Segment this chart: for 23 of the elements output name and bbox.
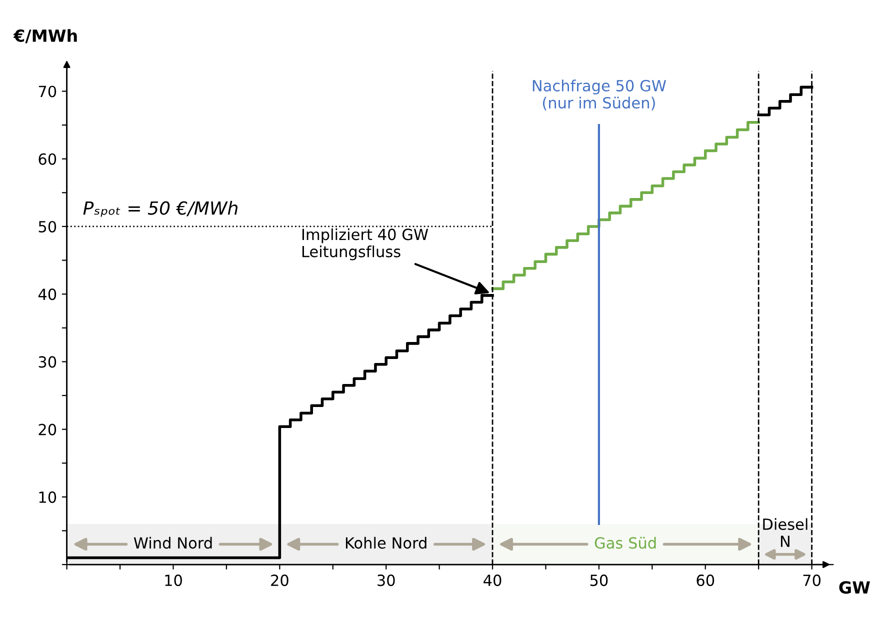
x-tick-label: 40	[484, 574, 502, 586]
x-tick-label: 30	[378, 574, 395, 586]
y-tick-label: 20	[38, 424, 56, 436]
x-axis-title: GW	[839, 581, 870, 594]
x-tick-label: 20	[271, 574, 288, 586]
band-label: Kohle Nord	[346, 536, 426, 549]
x-tick-label: 70	[803, 574, 821, 586]
y-axis-title: €/MWh	[13, 29, 77, 44]
annotation: Impliziert 40 GW Leitungsfluss	[302, 228, 428, 260]
ref-line-label: Nachfrage 50 GW (nur im Süden)	[532, 80, 666, 110]
x-tick-label: 10	[165, 574, 182, 586]
y-tick-label: 70	[38, 86, 56, 98]
y-tick-label: 60	[38, 153, 56, 165]
x-tick-label: 50	[590, 574, 608, 586]
x-tick-label: 60	[696, 574, 714, 586]
ref-line-label: Pₛₚₒₜ = 50 €/MWh	[83, 200, 238, 217]
y-tick-label: 10	[39, 491, 56, 503]
band-label: Gas Süd	[594, 536, 656, 549]
y-tick-label: 30	[38, 356, 56, 368]
y-tick-label: 50	[38, 220, 56, 232]
band-label: Wind Nord	[134, 536, 212, 549]
y-tick-label: 40	[38, 288, 56, 300]
band-label: Diesel N	[763, 518, 808, 547]
